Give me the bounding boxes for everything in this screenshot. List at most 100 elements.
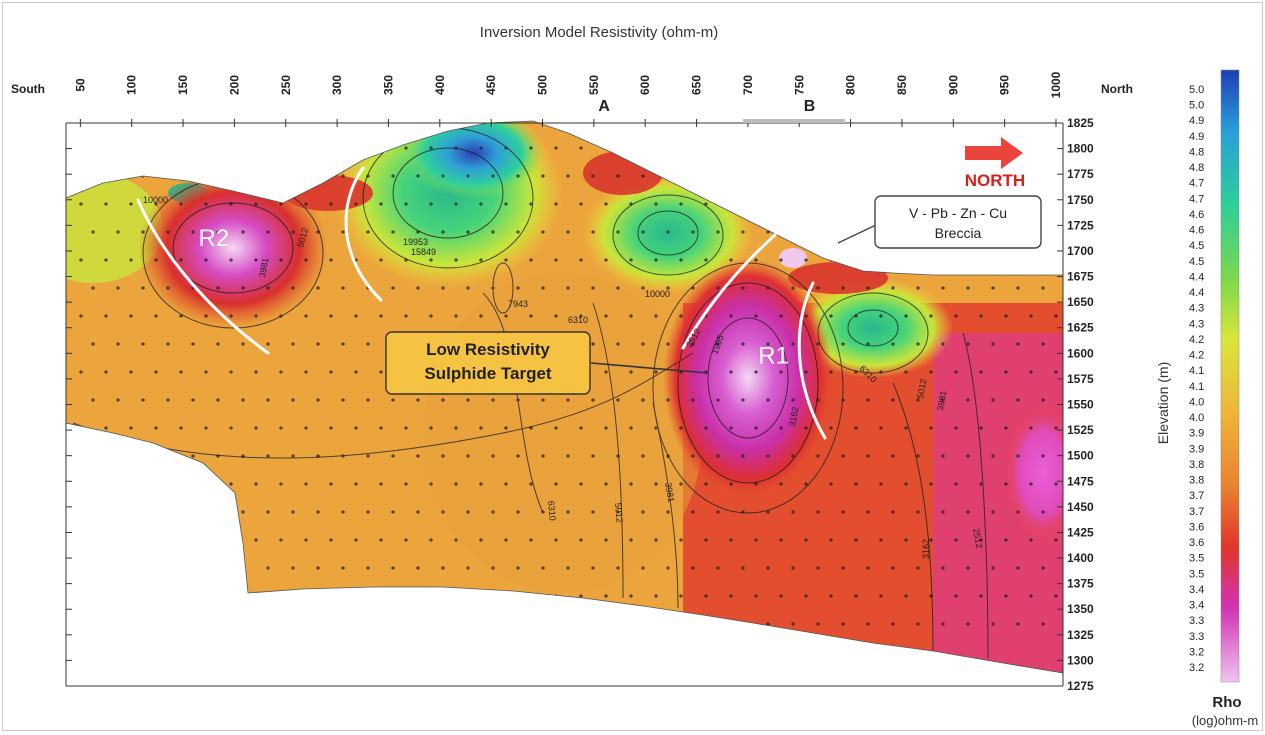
x-tick-label: 800 — [844, 75, 858, 95]
measurement-point — [891, 174, 895, 178]
measurement-point — [191, 398, 195, 402]
measurement-point — [579, 146, 583, 150]
colorbar-tick-label: 4.1 — [1189, 365, 1204, 377]
measurement-point — [991, 342, 995, 346]
measurement-point — [204, 202, 208, 206]
contour-label: 3981 — [935, 390, 948, 411]
measurement-point — [779, 258, 783, 262]
measurement-point — [1041, 454, 1045, 458]
measurement-point — [366, 398, 370, 402]
y-tick-label: 1800 — [1067, 142, 1094, 156]
measurement-point — [341, 342, 345, 346]
measurement-point — [391, 454, 395, 458]
fault-trace-1 — [136, 198, 270, 355]
measurement-point — [866, 510, 870, 514]
measurement-point — [904, 258, 908, 262]
measurement-point — [704, 482, 708, 486]
measurement-point — [1054, 426, 1058, 430]
measurement-point — [679, 146, 683, 150]
measurement-point — [154, 594, 158, 598]
colorbar-tick-label: 4.9 — [1189, 131, 1204, 143]
measurement-point — [504, 426, 508, 430]
measurement-point — [266, 230, 270, 234]
measurement-point — [679, 426, 683, 430]
measurement-point — [741, 230, 745, 234]
measurement-point — [166, 566, 170, 570]
measurement-point — [966, 342, 970, 346]
measurement-point — [116, 174, 120, 178]
measurement-point — [216, 622, 220, 626]
resistivity-section-chart: Inversion Model Resistivity (ohm-m) Sout… — [11, 24, 1258, 728]
measurement-point — [779, 146, 783, 150]
measurement-point — [916, 398, 920, 402]
measurement-point — [991, 398, 995, 402]
y-tick-label: 1400 — [1067, 551, 1094, 565]
measurement-point — [604, 594, 608, 598]
measurement-point — [691, 454, 695, 458]
measurement-point — [604, 314, 608, 318]
measurement-point — [954, 370, 958, 374]
r1-anomaly — [663, 258, 833, 498]
measurement-point — [329, 538, 333, 542]
measurement-point — [129, 594, 133, 598]
measurement-point — [579, 314, 583, 318]
measurement-point — [329, 594, 333, 598]
measurement-point — [629, 314, 633, 318]
measurement-point — [954, 482, 958, 486]
measurement-point — [891, 510, 895, 514]
x-tick-label: 200 — [227, 75, 241, 95]
measurement-point — [216, 398, 220, 402]
measurement-point — [316, 510, 320, 514]
measurement-point — [504, 202, 508, 206]
measurement-point — [416, 566, 420, 570]
measurement-point — [429, 594, 433, 598]
marker-b-label: B — [804, 98, 816, 115]
measurement-point — [891, 454, 895, 458]
measurement-point — [441, 286, 445, 290]
colorbar-ramp — [1220, 69, 1240, 683]
measurement-point — [79, 314, 83, 318]
measurement-point — [816, 398, 820, 402]
measurement-point — [204, 538, 208, 542]
y-axis-tick-labels: 1275 1300 1325 1350 1375 1400 1425 1450 1475 1500… — [1067, 116, 1094, 693]
measurement-point — [691, 286, 695, 290]
y-tick-label: 1675 — [1067, 270, 1094, 284]
measurement-point — [741, 454, 745, 458]
measurement-point — [541, 566, 545, 570]
measurement-point — [804, 314, 808, 318]
x-tick-label: 450 — [484, 75, 498, 95]
measurement-point — [141, 454, 145, 458]
measurement-point — [666, 510, 670, 514]
measurement-point — [104, 202, 108, 206]
measurement-point — [466, 510, 470, 514]
measurement-point — [954, 538, 958, 542]
measurement-point — [979, 538, 983, 542]
colorbar-tick-label: 4.0 — [1189, 396, 1204, 408]
measurement-point — [91, 174, 95, 178]
measurement-point — [841, 342, 845, 346]
measurement-point — [554, 202, 558, 206]
measurement-point — [579, 258, 583, 262]
measurement-point — [829, 314, 833, 318]
measurement-point — [854, 482, 858, 486]
measurement-point — [616, 398, 620, 402]
colorbar-tick-label: 4.5 — [1189, 256, 1204, 268]
x-tick-label: 850 — [895, 75, 909, 95]
colorbar-tick-label: 5.0 — [1189, 100, 1204, 112]
measurement-point — [616, 286, 620, 290]
measurement-point — [391, 398, 395, 402]
measurement-point — [379, 258, 383, 262]
measurement-point — [629, 146, 633, 150]
measurement-point — [579, 482, 583, 486]
measurement-point — [566, 398, 570, 402]
measurement-point — [191, 622, 195, 626]
colorbar-tick-label: 4.0 — [1189, 412, 1204, 424]
measurement-point — [541, 510, 545, 514]
measurement-point — [691, 510, 695, 514]
measurement-point — [754, 370, 758, 374]
measurement-point — [691, 566, 695, 570]
measurement-point — [729, 370, 733, 374]
measurement-point — [1029, 258, 1033, 262]
measurement-point — [766, 566, 770, 570]
measurement-point — [479, 482, 483, 486]
